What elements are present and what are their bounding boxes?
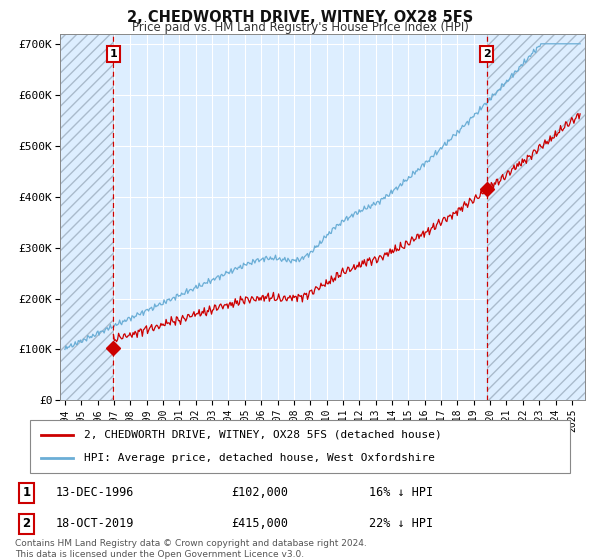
Text: Contains HM Land Registry data © Crown copyright and database right 2024.
This d: Contains HM Land Registry data © Crown c…	[15, 539, 367, 559]
Text: £102,000: £102,000	[231, 487, 288, 500]
Text: 18-OCT-2019: 18-OCT-2019	[55, 517, 134, 530]
Bar	[60, 34, 113, 400]
Text: HPI: Average price, detached house, West Oxfordshire: HPI: Average price, detached house, West…	[84, 453, 435, 463]
Text: Price paid vs. HM Land Registry's House Price Index (HPI): Price paid vs. HM Land Registry's House …	[131, 21, 469, 34]
Text: 16% ↓ HPI: 16% ↓ HPI	[369, 487, 433, 500]
Text: 2, CHEDWORTH DRIVE, WITNEY, OX28 5FS: 2, CHEDWORTH DRIVE, WITNEY, OX28 5FS	[127, 10, 473, 25]
Text: 1: 1	[109, 49, 117, 59]
Text: 2, CHEDWORTH DRIVE, WITNEY, OX28 5FS (detached house): 2, CHEDWORTH DRIVE, WITNEY, OX28 5FS (de…	[84, 430, 442, 440]
Text: 2: 2	[22, 517, 31, 530]
Text: 2: 2	[483, 49, 491, 59]
Bar	[487, 34, 585, 400]
Text: 22% ↓ HPI: 22% ↓ HPI	[369, 517, 433, 530]
FancyBboxPatch shape	[30, 420, 570, 473]
Text: £415,000: £415,000	[231, 517, 288, 530]
Text: 13-DEC-1996: 13-DEC-1996	[55, 487, 134, 500]
Text: 1: 1	[22, 487, 31, 500]
